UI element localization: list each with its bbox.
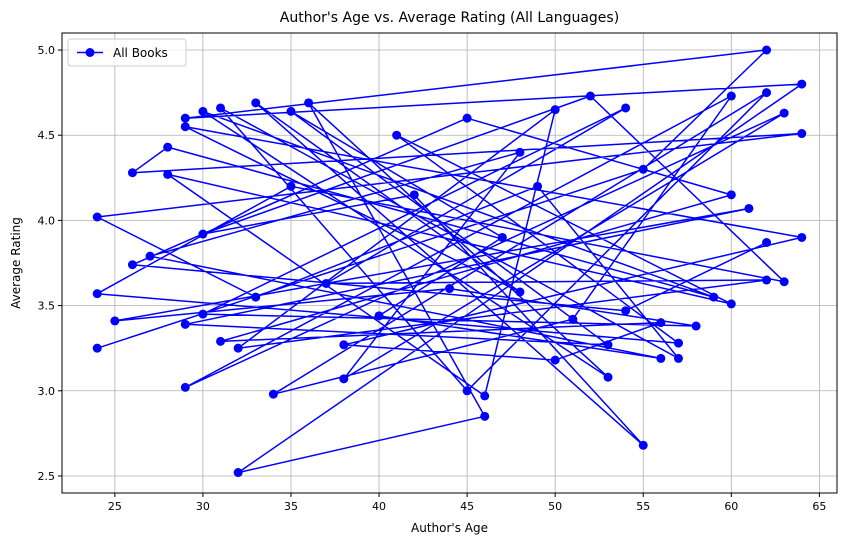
y-tick-label: 3.0: [38, 385, 56, 398]
data-point: [286, 106, 296, 116]
data-point: [321, 278, 331, 288]
data-point: [374, 311, 384, 321]
x-tick-label: 50: [548, 500, 562, 513]
data-point: [216, 336, 226, 346]
data-point: [339, 340, 349, 350]
y-ticks: 2.5 3.0 3.5 4.0 4.5 5.0: [38, 44, 62, 483]
data-point: [110, 316, 120, 326]
data-point: [216, 103, 226, 113]
data-point: [638, 440, 648, 450]
data-point: [145, 251, 155, 261]
data-point: [550, 355, 560, 365]
data-point: [233, 468, 243, 478]
data-point: [163, 142, 173, 152]
x-tick-label: 55: [636, 500, 650, 513]
data-point: [480, 391, 490, 401]
data-point: [180, 113, 190, 123]
data-point: [673, 353, 683, 363]
legend-label: All Books: [113, 46, 168, 60]
data-point: [251, 292, 261, 302]
data-point: [656, 318, 666, 328]
data-point: [304, 98, 314, 108]
data-point: [779, 108, 789, 118]
series-line: [96, 49, 803, 474]
data-point: [726, 91, 736, 101]
x-tick-label: 30: [196, 500, 210, 513]
data-point: [603, 372, 613, 382]
data-point: [462, 386, 472, 396]
x-tick-label: 40: [372, 500, 386, 513]
data-point: [797, 232, 807, 242]
data-point: [251, 98, 261, 108]
data-point: [515, 287, 525, 297]
data-point: [726, 299, 736, 309]
y-tick-label: 2.5: [38, 470, 56, 483]
data-point: [691, 321, 701, 331]
data-point: [779, 277, 789, 287]
data-point: [797, 129, 807, 139]
y-axis-label: Average Rating: [9, 217, 23, 309]
series-layer: [92, 45, 807, 478]
y-tick-label: 5.0: [38, 44, 56, 57]
y-tick-label: 4.5: [38, 129, 56, 142]
data-point: [462, 113, 472, 123]
data-point: [92, 212, 102, 222]
data-point: [709, 292, 719, 302]
y-tick-label: 3.5: [38, 300, 56, 313]
data-point: [797, 79, 807, 89]
data-point: [726, 190, 736, 200]
data-point: [198, 106, 208, 116]
data-point: [392, 130, 402, 140]
data-point: [233, 343, 243, 353]
data-point: [268, 389, 278, 399]
data-point: [198, 229, 208, 239]
data-point: [180, 382, 190, 392]
data-point: [638, 164, 648, 174]
data-point: [603, 340, 613, 350]
x-tick-label: 65: [812, 500, 826, 513]
data-point: [568, 314, 578, 324]
data-point: [762, 238, 772, 248]
data-point: [480, 411, 490, 421]
data-point: [92, 343, 102, 353]
data-point: [180, 319, 190, 329]
legend-marker: [85, 48, 95, 57]
data-point: [656, 353, 666, 363]
data-point: [762, 88, 772, 98]
data-point: [497, 232, 507, 242]
x-axis-label: Author's Age: [411, 521, 488, 535]
legend-box: [67, 38, 187, 67]
x-tick-label: 35: [284, 500, 298, 513]
chart-title: Author's Age vs. Average Rating (All Lan…: [280, 10, 619, 26]
data-point: [445, 284, 454, 294]
data-point: [585, 91, 595, 101]
plot-frame: [61, 32, 838, 494]
data-point: [286, 181, 296, 191]
data-point: [515, 147, 525, 157]
data-point: [409, 190, 419, 200]
data-point: [198, 309, 208, 319]
data-point: [621, 306, 631, 316]
x-ticks: 25 30 35 40 45 50 55 60 65: [108, 493, 826, 513]
y-tick-label: 4.0: [38, 214, 56, 227]
data-point: [762, 45, 772, 55]
data-point: [92, 289, 102, 299]
data-point: [533, 181, 543, 191]
data-point: [127, 168, 137, 178]
x-tick-label: 25: [108, 500, 122, 513]
data-point: [127, 260, 137, 270]
data-point: [762, 275, 772, 285]
x-tick-label: 60: [724, 500, 738, 513]
data-point: [744, 203, 754, 213]
data-point: [550, 105, 560, 115]
data-point: [621, 103, 631, 113]
data-point: [163, 169, 173, 179]
data-point: [673, 338, 683, 348]
data-point: [180, 122, 190, 132]
x-tick-label: 45: [460, 500, 474, 513]
data-point: [339, 374, 349, 384]
legend: All Books: [67, 38, 187, 67]
